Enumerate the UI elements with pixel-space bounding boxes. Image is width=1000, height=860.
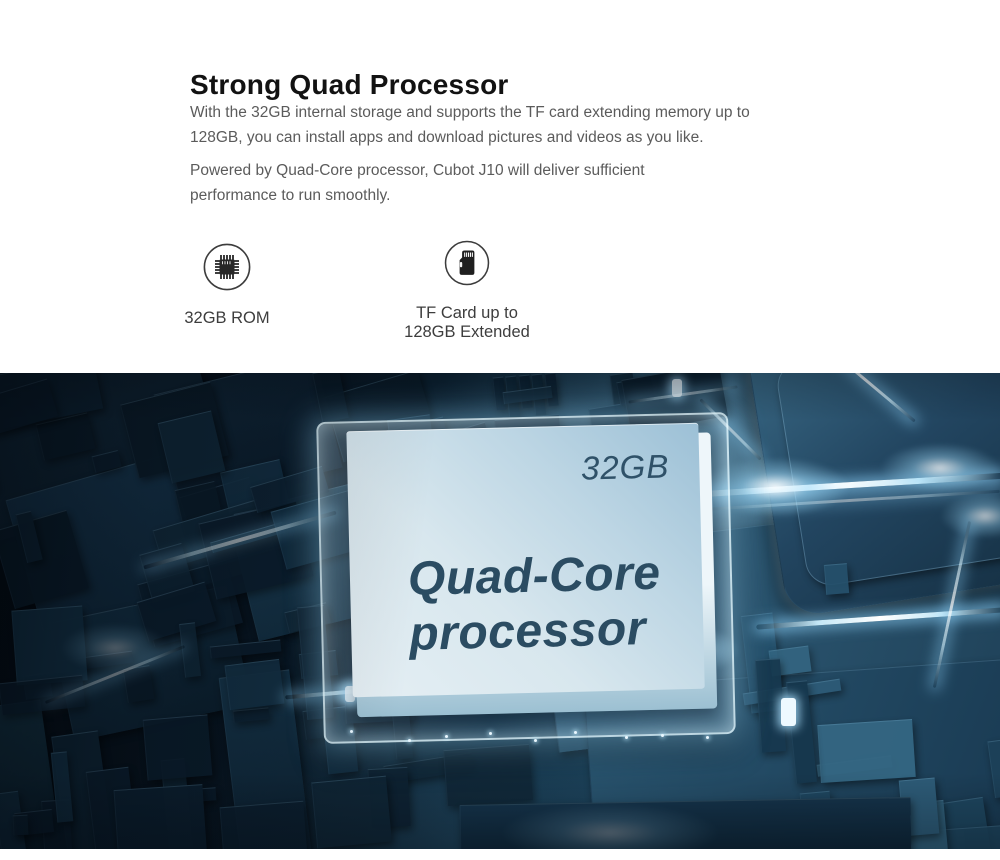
bright-component	[781, 698, 796, 726]
glow-spot	[60, 623, 170, 673]
intro-paragraph-2: Powered by Quad-Core processor, Cubot J1…	[190, 158, 645, 208]
sparkle-dot	[624, 736, 628, 740]
circuit-block	[113, 784, 208, 849]
feature-tf-label-line-2: 128GB Extended	[404, 323, 530, 341]
circuit-block	[224, 659, 286, 711]
circuit-block	[817, 718, 916, 783]
sparkle-dot	[660, 734, 664, 738]
feature-rom-label: 32GB ROM	[184, 309, 270, 327]
intro-paragraph-2-line-1: Powered by Quad-Core processor, Cubot J1…	[190, 162, 645, 179]
feature-tf: TF Card up to 128GB Extended	[377, 240, 557, 342]
intro-paragraph-1-line-1: With the 32GB internal storage and suppo…	[190, 104, 750, 121]
circuit-block	[311, 776, 393, 849]
bright-component	[672, 379, 682, 397]
intro-paragraph-1: With the 32GB internal storage and suppo…	[190, 100, 750, 150]
feature-rom: 32GB ROM	[147, 243, 307, 328]
circuit-block	[12, 814, 30, 835]
intro-paragraph-1-line-2: 128GB, you can install apps and download…	[190, 129, 704, 146]
processor-hero-image: 32GB Quad-Core processor	[0, 373, 1000, 849]
glow-spot	[880, 443, 1000, 493]
processor-chip: 32GB Quad-Core processor	[316, 412, 736, 744]
intro-paragraph-2-line-2: performance to run smoothly.	[190, 187, 391, 204]
circuit-block	[142, 714, 213, 781]
circuit-block	[823, 562, 849, 595]
cpu-chip-icon	[203, 243, 251, 291]
circuit-block	[443, 743, 534, 807]
tf-card-icon	[444, 240, 490, 286]
feature-tf-label: TF Card up to 128GB Extended	[377, 304, 557, 342]
section-title: Strong Quad Processor	[190, 68, 509, 100]
chip-title: Quad-Core processor	[407, 546, 662, 661]
chip-capacity-label: 32GB	[580, 447, 670, 487]
sparkle-dot	[407, 738, 411, 742]
feature-tf-label-line-1: TF Card up to	[416, 304, 518, 322]
sparkle-dot	[533, 739, 537, 743]
chip-surface: 32GB Quad-Core processor	[346, 422, 705, 698]
circuit-block	[219, 800, 309, 849]
sparkle-dot	[573, 731, 577, 735]
